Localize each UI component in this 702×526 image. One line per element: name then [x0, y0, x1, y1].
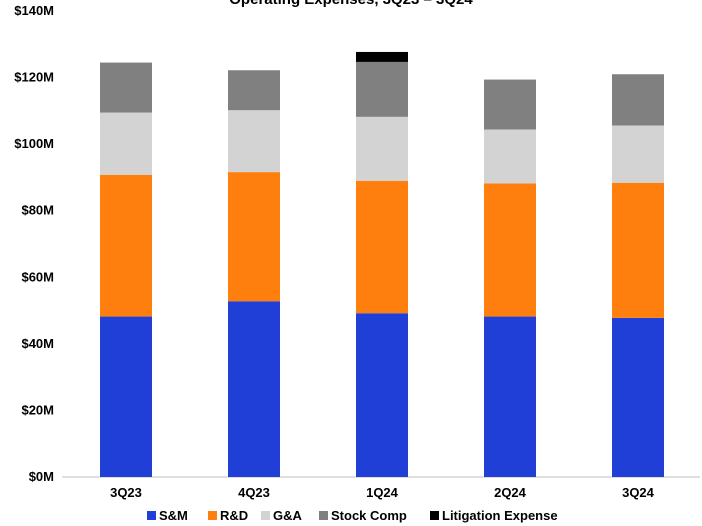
bar-segment-r-d-1q24 [356, 180, 408, 314]
x-axis-labels: 3Q23 4Q23 1Q24 2Q24 3Q24 [110, 485, 655, 500]
bar-segment-g-a-3q24 [612, 125, 664, 183]
y-tick-label: $140M [14, 3, 54, 18]
legend-label: Litigation Expense [442, 508, 558, 523]
bar-segment-s-m-1q24 [356, 313, 408, 477]
bar-segment-stock-comp-3q24 [612, 74, 664, 126]
legend-label: R&D [220, 508, 248, 523]
y-tick-label: $80M [21, 203, 54, 218]
legend-label: G&A [273, 508, 303, 523]
bar-segment-r-d-4q23 [228, 172, 280, 302]
y-tick-label: $40M [21, 336, 54, 351]
chart-title: Operating Expenses, 3Q23 – 3Q24 [229, 0, 473, 8]
bar-segment-r-d-3q23 [100, 174, 152, 317]
x-tick-label: 2Q24 [494, 485, 527, 500]
y-tick-label: $120M [14, 70, 54, 85]
bar-segment-stock-comp-3q23 [100, 62, 152, 113]
y-tick-label: $20M [21, 402, 54, 417]
legend: S&M R&D G&A Stock Comp Litigation Expense [147, 508, 558, 523]
legend-label: S&M [159, 508, 188, 523]
bar-segment-g-a-3q23 [100, 112, 152, 175]
x-tick-label: 3Q23 [110, 485, 142, 500]
bar-segment-g-a-4q23 [228, 110, 280, 173]
bar-segment-r-d-2q24 [484, 183, 536, 317]
bar-segment-stock-comp-2q24 [484, 79, 536, 130]
legend-swatch [208, 511, 217, 520]
legend-swatch [147, 511, 156, 520]
legend-swatch [430, 511, 439, 520]
bar-segment-s-m-4q23 [228, 301, 280, 477]
legend-label: Stock Comp [331, 508, 407, 523]
y-tick-label: $60M [21, 269, 54, 284]
bar-stacks [100, 51, 664, 477]
bar-segment-r-d-3q24 [612, 182, 664, 318]
bar-segment-stock-comp-4q23 [228, 70, 280, 111]
y-axis-ticks: $0M $20M $40M $60M $80M $100M $120M $140M [14, 3, 54, 484]
legend-swatch [261, 511, 270, 520]
bar-segment-g-a-1q24 [356, 116, 408, 181]
bar-segment-s-m-3q23 [100, 316, 152, 477]
bar-segment-stock-comp-1q24 [356, 61, 408, 117]
x-tick-label: 4Q23 [238, 485, 270, 500]
y-tick-label: $100M [14, 136, 54, 151]
x-tick-label: 1Q24 [366, 485, 399, 500]
bar-segment-s-m-3q24 [612, 317, 664, 477]
bar-segment-s-m-2q24 [484, 316, 536, 477]
y-tick-label: $0M [29, 469, 54, 484]
x-tick-label: 3Q24 [622, 485, 655, 500]
bar-segment-litigation-expense-1q24 [356, 51, 408, 62]
legend-swatch [319, 511, 328, 520]
bar-segment-g-a-2q24 [484, 129, 536, 184]
